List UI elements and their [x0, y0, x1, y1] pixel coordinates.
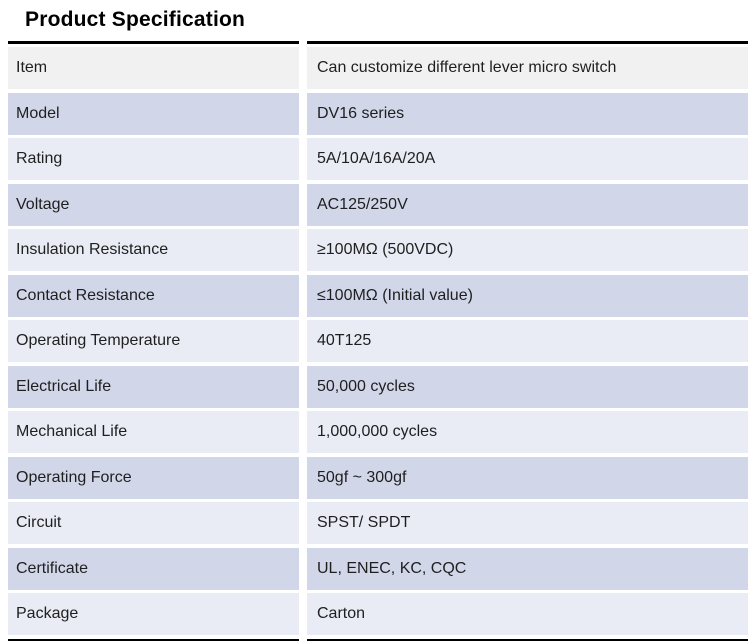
spec-row-label: Operating Force [8, 456, 299, 499]
spec-row-value: SPST/ SPDT [307, 502, 748, 544]
product-spec-table: Item Can customize different lever micro … [8, 41, 748, 641]
spec-row-label: Mechanical Life [8, 411, 299, 453]
spec-row-value: UL, ENEC, KC, CQC [307, 547, 748, 590]
spec-row-label: Package [8, 593, 299, 635]
spec-row-label: Circuit [8, 502, 299, 544]
spec-row-value: 50,000 cycles [307, 365, 748, 408]
spec-row-value: 40T125 [307, 320, 748, 362]
table-top-rule-right [307, 41, 748, 44]
spec-row-value: AC125/250V [307, 183, 748, 226]
spec-row-label: Voltage [8, 183, 299, 226]
spec-row-label: Model [8, 92, 299, 135]
spec-row-value: 1,000,000 cycles [307, 411, 748, 453]
table-bottom-rule-right [307, 638, 748, 641]
table-top-rule-left [8, 41, 299, 44]
spec-row-value: 5A/10A/16A/20A [307, 138, 748, 180]
spec-row-value: Can customize different lever micro swit… [307, 47, 748, 89]
spec-row-label: Contact Resistance [8, 274, 299, 317]
spec-row-label: Certificate [8, 547, 299, 590]
spec-row-label: Operating Temperature [8, 320, 299, 362]
table-bottom-rule-left [8, 638, 299, 641]
spec-row-label: Electrical Life [8, 365, 299, 408]
spec-row-label: Item [8, 47, 299, 89]
spec-row-label: Insulation Resistance [8, 229, 299, 271]
spec-row-value: ≥100MΩ (500VDC) [307, 229, 748, 271]
spec-row-value: DV16 series [307, 92, 748, 135]
spec-row-value: ≤100MΩ (Initial value) [307, 274, 748, 317]
spec-row-value: 50gf ~ 300gf [307, 456, 748, 499]
spec-row-label: Rating [8, 138, 299, 180]
spec-row-value: Carton [307, 593, 748, 635]
page-title: Product Specification [25, 8, 246, 31]
